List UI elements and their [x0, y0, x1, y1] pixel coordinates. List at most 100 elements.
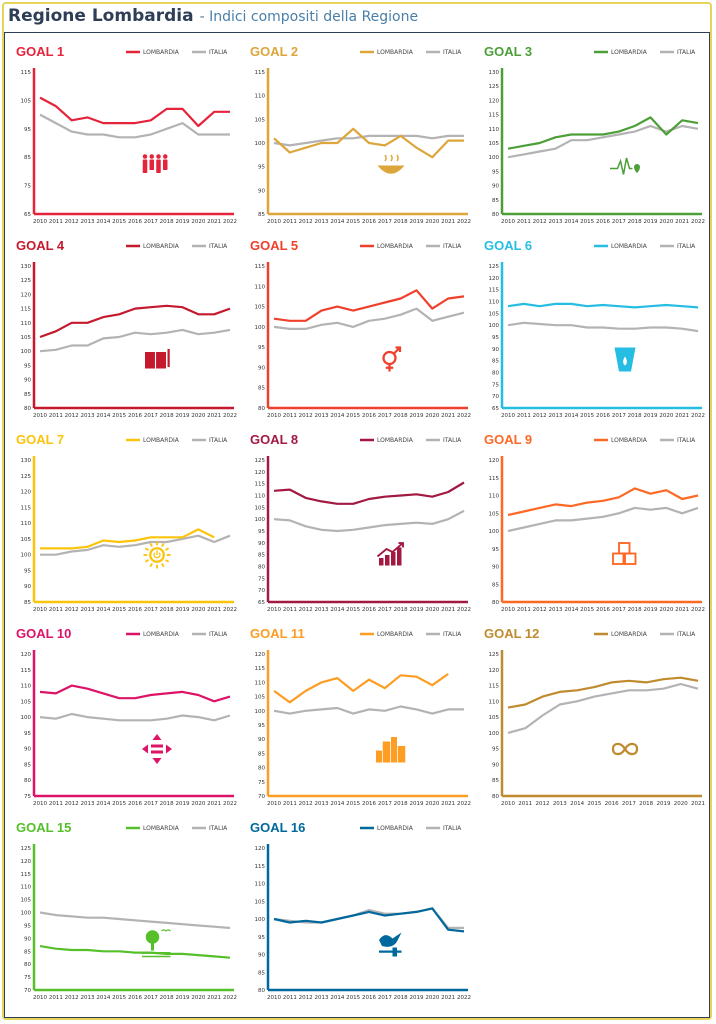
legend-label-lombardia: LOMBARDIA — [611, 49, 648, 56]
chart-panel-goal-4: GOAL 4 LOMBARDIA ITALIA 80 85 90 95 100 105 110 11… — [14, 236, 242, 426]
infinity-icon — [611, 742, 639, 756]
chart-panel-goal-16: GOAL 16 LOMBARDIA ITALIA 80 85 90 95 100 105 110 1… — [248, 818, 476, 1008]
y-tick-label: 110 — [489, 494, 500, 500]
x-tick-label: 2014 — [330, 607, 344, 613]
x-tick-label: 2018 — [628, 607, 642, 613]
chart-panel-goal-3: GOAL 3 LOMBARDIA ITALIA 80 85 90 95 100 105 110 11… — [482, 42, 710, 232]
series-line-lombardia — [39, 945, 231, 959]
y-tick-label: 80 — [258, 565, 265, 571]
x-tick-label: 2010 — [501, 413, 515, 419]
x-tick-label: 2018 — [394, 219, 408, 225]
y-tick-label: 95 — [492, 169, 499, 175]
x-tick-label: 2021 — [207, 801, 221, 807]
y-tick-label: 130 — [21, 264, 32, 270]
x-tick-label: 2010 — [33, 219, 47, 225]
x-tick-label: 2017 — [622, 801, 636, 807]
series-line-lombardia — [507, 676, 699, 709]
legend-label-italia: ITALIA — [209, 631, 228, 638]
series-line-italia — [273, 509, 465, 533]
series-line-italia — [39, 113, 230, 139]
y-tick-label: 120 — [21, 652, 32, 658]
x-tick-label: 2018 — [639, 801, 653, 807]
series-line-italia — [39, 712, 231, 722]
y-tick-label: 75 — [24, 794, 31, 800]
chart-panel-goal-7: GOAL 7 LOMBARDIA ITALIA 85 90 95 100 105 110 115 1… — [14, 430, 242, 620]
x-tick-label: 2018 — [628, 413, 642, 419]
x-tick-label: 2016 — [362, 219, 376, 225]
y-tick-label: 125 — [489, 264, 500, 270]
x-tick-label: 2011 — [283, 801, 297, 807]
y-tick-label: 125 — [21, 846, 32, 852]
x-tick-label: 2017 — [144, 413, 158, 419]
x-tick-label: 2011 — [283, 413, 297, 419]
y-tick-label: 115 — [255, 70, 266, 76]
y-tick-label: 80 — [24, 962, 31, 968]
x-tick-label: 2012 — [65, 607, 79, 613]
x-tick-label: 2012 — [536, 801, 550, 807]
x-tick-label: 2013 — [81, 995, 95, 1001]
page-title: Regione Lombardia — [8, 6, 194, 26]
x-tick-label: 2012 — [65, 801, 79, 807]
x-tick-label: 2022 — [223, 607, 237, 613]
x-tick-label: 2020 — [191, 413, 205, 419]
x-tick-label: 2021 — [207, 607, 221, 613]
y-tick-label: 115 — [21, 505, 32, 511]
x-tick-label: 2012 — [299, 413, 313, 419]
series-line-italia — [40, 534, 231, 556]
y-tick-label: 100 — [255, 517, 266, 523]
y-tick-label: 110 — [255, 94, 266, 100]
x-tick-label: 2019 — [176, 995, 190, 1001]
y-tick-label: 105 — [21, 335, 32, 341]
y-tick-label: 70 — [258, 794, 265, 800]
legend-label-lombardia: LOMBARDIA — [143, 49, 180, 56]
x-tick-label: 2013 — [549, 219, 563, 225]
y-tick-label: 95 — [24, 568, 31, 574]
y-tick-label: 90 — [258, 365, 265, 371]
x-tick-label: 2010 — [33, 995, 47, 1001]
y-tick-label: 95 — [492, 747, 499, 753]
x-tick-label: 2014 — [330, 219, 344, 225]
x-tick-label: 2011 — [49, 607, 63, 613]
y-tick-label: 95 — [24, 363, 31, 369]
x-tick-label: 2022 — [223, 413, 237, 419]
y-tick-label: 110 — [255, 882, 266, 888]
x-tick-label: 2014 — [96, 413, 110, 419]
x-tick-label: 2012 — [65, 413, 79, 419]
chart-title: GOAL 11 — [250, 626, 305, 641]
series-line-lombardia — [507, 116, 699, 150]
x-tick-label: 2017 — [378, 995, 392, 1001]
y-tick-label: 100 — [489, 731, 500, 737]
x-tick-label: 2020 — [191, 995, 205, 1001]
x-tick-label: 2022 — [457, 801, 471, 807]
x-tick-label: 2020 — [191, 801, 205, 807]
x-tick-label: 2010 — [501, 219, 515, 225]
x-tick-label: 2020 — [191, 607, 205, 613]
page-header: Regione Lombardia - Indici compositi del… — [8, 6, 418, 30]
x-tick-label: 2021 — [675, 219, 689, 225]
x-tick-label: 2022 — [223, 219, 237, 225]
y-tick-label: 85 — [24, 600, 31, 606]
y-tick-label: 110 — [21, 885, 32, 891]
series-line-italia — [273, 307, 465, 331]
x-tick-label: 2015 — [112, 801, 126, 807]
x-tick-label: 2014 — [330, 995, 344, 1001]
y-tick-label: 80 — [492, 794, 499, 800]
charts-grid — [4, 32, 710, 1018]
x-tick-label: 2017 — [378, 219, 392, 225]
x-tick-label: 2010 — [267, 413, 281, 419]
y-tick-label: 85 — [492, 582, 499, 588]
x-tick-label: 2022 — [457, 995, 471, 1001]
y-tick-label: 90 — [258, 737, 265, 743]
y-tick-label: 110 — [489, 699, 500, 705]
y-tick-label: 110 — [255, 284, 266, 290]
y-tick-label: 120 — [255, 652, 266, 658]
heartbeat-icon — [610, 157, 640, 175]
y-tick-label: 105 — [21, 98, 32, 104]
y-tick-label: 110 — [489, 127, 500, 133]
x-tick-label: 2019 — [176, 607, 190, 613]
x-tick-label: 2014 — [96, 219, 110, 225]
chart-svg: GOAL 4 LOMBARDIA ITALIA 80 85 90 95 100 105 110 11… — [16, 238, 237, 419]
x-tick-label: 2017 — [612, 219, 626, 225]
x-tick-label: 2011 — [517, 219, 531, 225]
y-tick-label: 100 — [255, 917, 266, 923]
